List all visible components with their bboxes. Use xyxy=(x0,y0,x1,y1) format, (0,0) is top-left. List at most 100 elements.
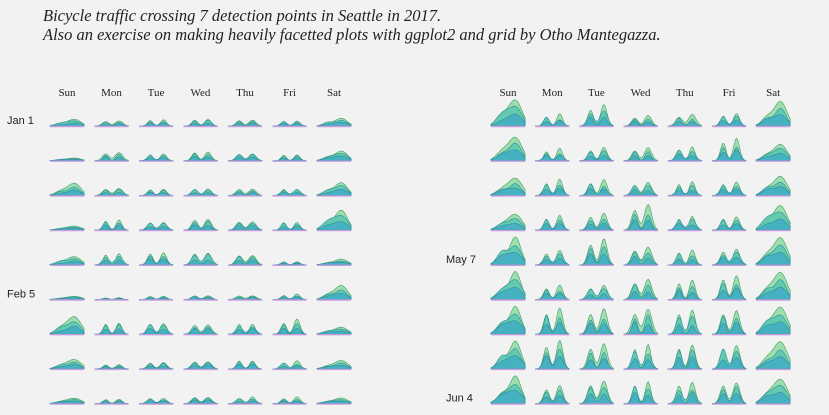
facet-cell xyxy=(490,136,526,162)
facet-cell xyxy=(667,309,703,336)
series-area xyxy=(272,225,307,231)
facet-cell xyxy=(667,146,703,162)
series-area xyxy=(490,149,526,161)
series-area xyxy=(183,122,218,127)
day-header-sat: Sat xyxy=(327,87,341,99)
series-area xyxy=(228,122,263,127)
series-area xyxy=(667,324,702,335)
facet-cell xyxy=(623,279,658,301)
series-area xyxy=(228,156,263,161)
facet-cell xyxy=(667,381,703,405)
series-area xyxy=(316,330,352,335)
series-area xyxy=(490,223,526,231)
facet-cell xyxy=(535,249,570,266)
facet-cell xyxy=(579,284,614,301)
facet-cell xyxy=(755,175,791,197)
facet-cell xyxy=(535,339,570,371)
facet-cell xyxy=(712,113,747,128)
day-header-sun: Sun xyxy=(499,87,517,99)
facet-cell xyxy=(227,323,263,336)
facet-cell xyxy=(579,212,614,232)
facet-cell xyxy=(667,249,703,266)
facet-cell xyxy=(272,189,307,197)
facet-cell xyxy=(623,115,658,128)
facet-cell xyxy=(49,397,85,405)
series-area xyxy=(94,259,129,266)
series-area xyxy=(623,219,658,231)
series-area xyxy=(228,363,263,370)
series-area xyxy=(755,321,791,335)
facet-cell xyxy=(49,225,85,232)
series-area xyxy=(49,364,85,370)
facet-cell xyxy=(490,340,526,371)
series-area xyxy=(272,191,307,196)
facet-cell xyxy=(490,236,526,266)
series-area xyxy=(711,287,747,300)
title-block: Bicycle traffic crossing 7 detection poi… xyxy=(43,6,661,44)
series-area xyxy=(228,259,263,266)
series-area xyxy=(49,325,85,335)
facet-cell xyxy=(138,222,174,232)
facet-cell xyxy=(183,188,218,197)
facet-cell xyxy=(755,341,791,371)
facet-cell xyxy=(228,360,263,371)
series-area xyxy=(535,292,570,300)
facet-cell xyxy=(316,150,352,162)
series-area xyxy=(490,389,526,404)
series-area xyxy=(535,257,570,266)
day-header-fri: Fri xyxy=(283,87,296,99)
series-area xyxy=(183,224,218,231)
series-area xyxy=(183,156,218,161)
series-area xyxy=(139,157,174,161)
facet-cell xyxy=(490,306,526,336)
series-area xyxy=(183,328,218,335)
facet-cell xyxy=(667,181,703,197)
series-area xyxy=(139,328,174,335)
facet-cell xyxy=(139,153,174,162)
series-area xyxy=(272,327,307,335)
series-area xyxy=(139,365,174,370)
series-area xyxy=(667,153,703,161)
series-area xyxy=(138,258,174,266)
facet-cell xyxy=(49,118,85,128)
row-label: Jan 1 xyxy=(7,115,34,127)
series-area xyxy=(535,154,570,161)
series-area xyxy=(49,260,85,266)
series-area xyxy=(316,221,352,231)
series-area xyxy=(755,356,791,370)
series-area xyxy=(49,122,85,127)
facet-cell xyxy=(228,119,263,128)
facet-cell xyxy=(94,398,129,405)
facet-cell xyxy=(272,154,307,162)
series-area xyxy=(579,322,614,335)
facet-cell xyxy=(535,385,570,405)
facet-cell xyxy=(272,318,307,336)
day-header-wed: Wed xyxy=(191,87,211,99)
facet-cell xyxy=(711,181,747,197)
facet-cell xyxy=(623,246,658,266)
facet-cell xyxy=(94,219,129,232)
facet-cell xyxy=(579,147,614,162)
series-area xyxy=(712,223,747,231)
facet-cell xyxy=(579,179,614,197)
facet-cell xyxy=(227,221,263,232)
facet-cell xyxy=(535,113,570,128)
series-area xyxy=(139,297,174,300)
facet-cell xyxy=(490,213,526,232)
day-header-fri: Fri xyxy=(723,87,736,99)
facet-cell xyxy=(227,188,263,197)
series-area xyxy=(490,187,526,196)
series-area xyxy=(94,156,129,161)
facet-cell xyxy=(667,114,703,128)
series-area xyxy=(94,224,129,231)
series-area xyxy=(94,328,129,335)
day-header-thu: Thu xyxy=(236,87,254,99)
series-area xyxy=(183,259,218,266)
facet-cell xyxy=(227,295,263,301)
series-area xyxy=(490,252,526,266)
series-area xyxy=(228,297,262,300)
facet-cell xyxy=(94,297,129,301)
series-area xyxy=(316,262,352,266)
series-area xyxy=(711,256,747,266)
facet-cell xyxy=(316,182,352,197)
